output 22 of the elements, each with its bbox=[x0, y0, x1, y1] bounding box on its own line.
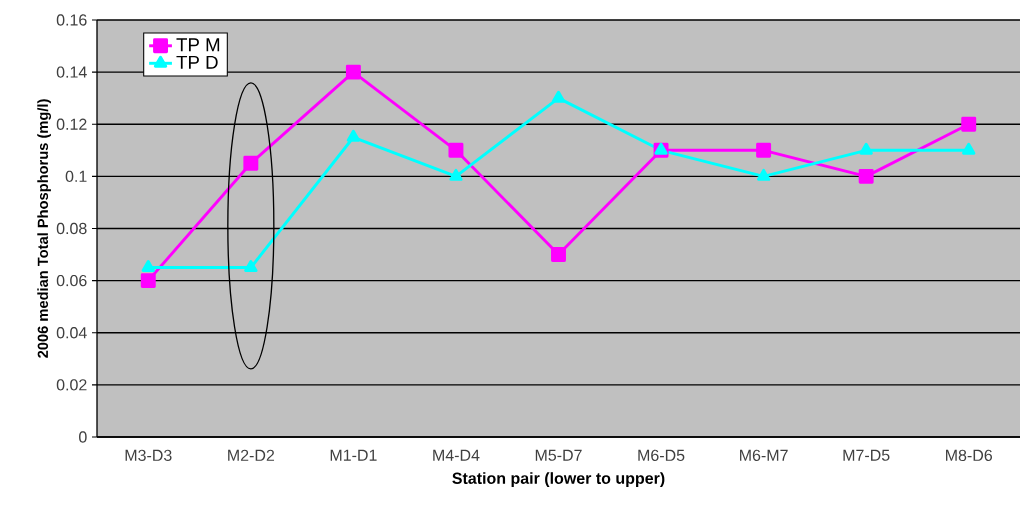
y-axis-title: 2006 median Total Phosphorus (mg/l) bbox=[37, 99, 52, 358]
x-tick-label: M1-D1 bbox=[330, 449, 377, 461]
x-tick-label: M4-D4 bbox=[433, 449, 480, 461]
y-tick-label: 0.16 bbox=[56, 14, 87, 26]
x-tick-label: M7-D5 bbox=[843, 449, 890, 461]
y-tick-label: 0.1 bbox=[65, 170, 87, 183]
y-tick-label: 0.04 bbox=[56, 327, 87, 339]
x-tick-label: M6-D5 bbox=[638, 449, 685, 462]
legend-label: TP D bbox=[176, 55, 218, 69]
x-tick-label: M3-D3 bbox=[125, 449, 172, 462]
legend-label: TP M bbox=[176, 38, 220, 52]
x-axis-title: Station pair (lower to upper) bbox=[452, 472, 665, 488]
y-tick-label: 0.02 bbox=[56, 379, 87, 391]
y-tick-label: 0 bbox=[79, 431, 87, 443]
y-tick-label: 0.14 bbox=[56, 66, 87, 78]
y-tick-label: 0.12 bbox=[56, 118, 87, 130]
y-tick-label: 0.06 bbox=[56, 274, 87, 287]
y-tick-label: 0.08 bbox=[56, 222, 87, 235]
x-tick-label: M2-D2 bbox=[228, 449, 275, 461]
x-tick-label: M6-M7 bbox=[740, 449, 788, 462]
x-tick-label: M5-D7 bbox=[535, 449, 582, 461]
x-tick-label: M8-D6 bbox=[946, 449, 993, 462]
